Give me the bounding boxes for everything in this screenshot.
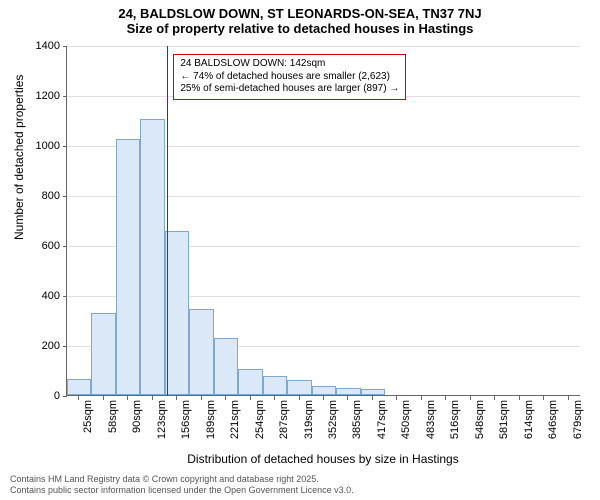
x-tick-mark [568, 396, 569, 400]
x-tick-label: 189sqm [205, 400, 217, 442]
histogram-bar [361, 389, 385, 395]
histogram-bar [140, 119, 164, 395]
callout-line: ← 74% of detached houses are smaller (2,… [180, 71, 399, 84]
y-tick-label: 1200 [20, 90, 60, 102]
y-tick-label: 400 [20, 290, 60, 302]
x-tick-label: 319sqm [303, 400, 315, 442]
x-tick-label: 90sqm [131, 400, 143, 442]
x-tick-label: 385sqm [351, 400, 363, 442]
x-tick-mark [103, 396, 104, 400]
x-tick-label: 679sqm [572, 400, 584, 442]
histogram-bar [67, 379, 91, 395]
y-tick-label: 200 [20, 340, 60, 352]
histogram-bar [336, 388, 360, 396]
x-tick-mark [494, 396, 495, 400]
y-tick-mark [63, 296, 67, 297]
x-tick-mark [445, 396, 446, 400]
x-tick-label: 548sqm [474, 400, 486, 442]
y-tick-label: 600 [20, 240, 60, 252]
x-tick-label: 123sqm [156, 400, 168, 442]
footer-line-2: Contains public sector information licen… [10, 485, 354, 496]
x-tick-mark [323, 396, 324, 400]
x-tick-mark [225, 396, 226, 400]
x-tick-label: 221sqm [229, 400, 241, 442]
y-tick-mark [63, 346, 67, 347]
callout-line: 25% of semi-detached houses are larger (… [180, 83, 399, 96]
gridline [67, 46, 580, 47]
x-tick-mark [127, 396, 128, 400]
x-tick-mark [396, 396, 397, 400]
y-tick-mark [63, 146, 67, 147]
x-tick-mark [274, 396, 275, 400]
histogram-bar [312, 386, 336, 395]
x-tick-label: 417sqm [376, 400, 388, 442]
y-tick-mark [63, 96, 67, 97]
x-tick-label: 25sqm [82, 400, 94, 442]
histogram-bar [91, 313, 115, 396]
x-axis-label: Distribution of detached houses by size … [66, 452, 580, 466]
x-tick-label: 287sqm [278, 400, 290, 442]
y-tick-label: 1400 [20, 40, 60, 52]
footer-line-1: Contains HM Land Registry data © Crown c… [10, 474, 354, 485]
y-tick-mark [63, 46, 67, 47]
x-tick-mark [201, 396, 202, 400]
x-tick-mark [543, 396, 544, 400]
x-tick-label: 483sqm [425, 400, 437, 442]
histogram-bar [189, 309, 213, 395]
x-tick-label: 254sqm [254, 400, 266, 442]
x-tick-mark [176, 396, 177, 400]
x-tick-label: 58sqm [107, 400, 119, 442]
x-tick-mark [372, 396, 373, 400]
x-tick-mark [78, 396, 79, 400]
y-tick-mark [63, 396, 67, 397]
x-tick-mark [347, 396, 348, 400]
x-tick-mark [299, 396, 300, 400]
y-tick-label: 0 [20, 390, 60, 402]
histogram-bar [263, 376, 287, 395]
plot-area: 24 BALDSLOW DOWN: 142sqm← 74% of detache… [66, 46, 580, 396]
histogram-bar [214, 338, 238, 396]
page-title-2: Size of property relative to detached ho… [0, 21, 600, 36]
reference-callout: 24 BALDSLOW DOWN: 142sqm← 74% of detache… [173, 54, 406, 100]
x-tick-label: 450sqm [400, 400, 412, 442]
histogram-bar [287, 380, 311, 395]
x-tick-label: 646sqm [547, 400, 559, 442]
x-tick-mark [421, 396, 422, 400]
page-title-1: 24, BALDSLOW DOWN, ST LEONARDS-ON-SEA, T… [0, 6, 600, 21]
x-tick-mark [470, 396, 471, 400]
y-tick-mark [63, 246, 67, 247]
y-tick-label: 1000 [20, 140, 60, 152]
callout-line: 24 BALDSLOW DOWN: 142sqm [180, 58, 399, 71]
histogram-bar [165, 231, 189, 395]
x-tick-label: 581sqm [498, 400, 510, 442]
footer-attribution: Contains HM Land Registry data © Crown c… [10, 474, 354, 497]
x-tick-mark [250, 396, 251, 400]
histogram-chart: 24 BALDSLOW DOWN: 142sqm← 74% of detache… [66, 46, 580, 396]
x-tick-mark [152, 396, 153, 400]
y-tick-label: 800 [20, 190, 60, 202]
x-tick-label: 352sqm [327, 400, 339, 442]
reference-line [167, 46, 168, 395]
x-tick-label: 516sqm [449, 400, 461, 442]
histogram-bar [238, 369, 262, 395]
histogram-bar [116, 139, 140, 395]
x-tick-label: 614sqm [523, 400, 535, 442]
x-tick-label: 156sqm [180, 400, 192, 442]
y-tick-mark [63, 196, 67, 197]
x-tick-mark [519, 396, 520, 400]
